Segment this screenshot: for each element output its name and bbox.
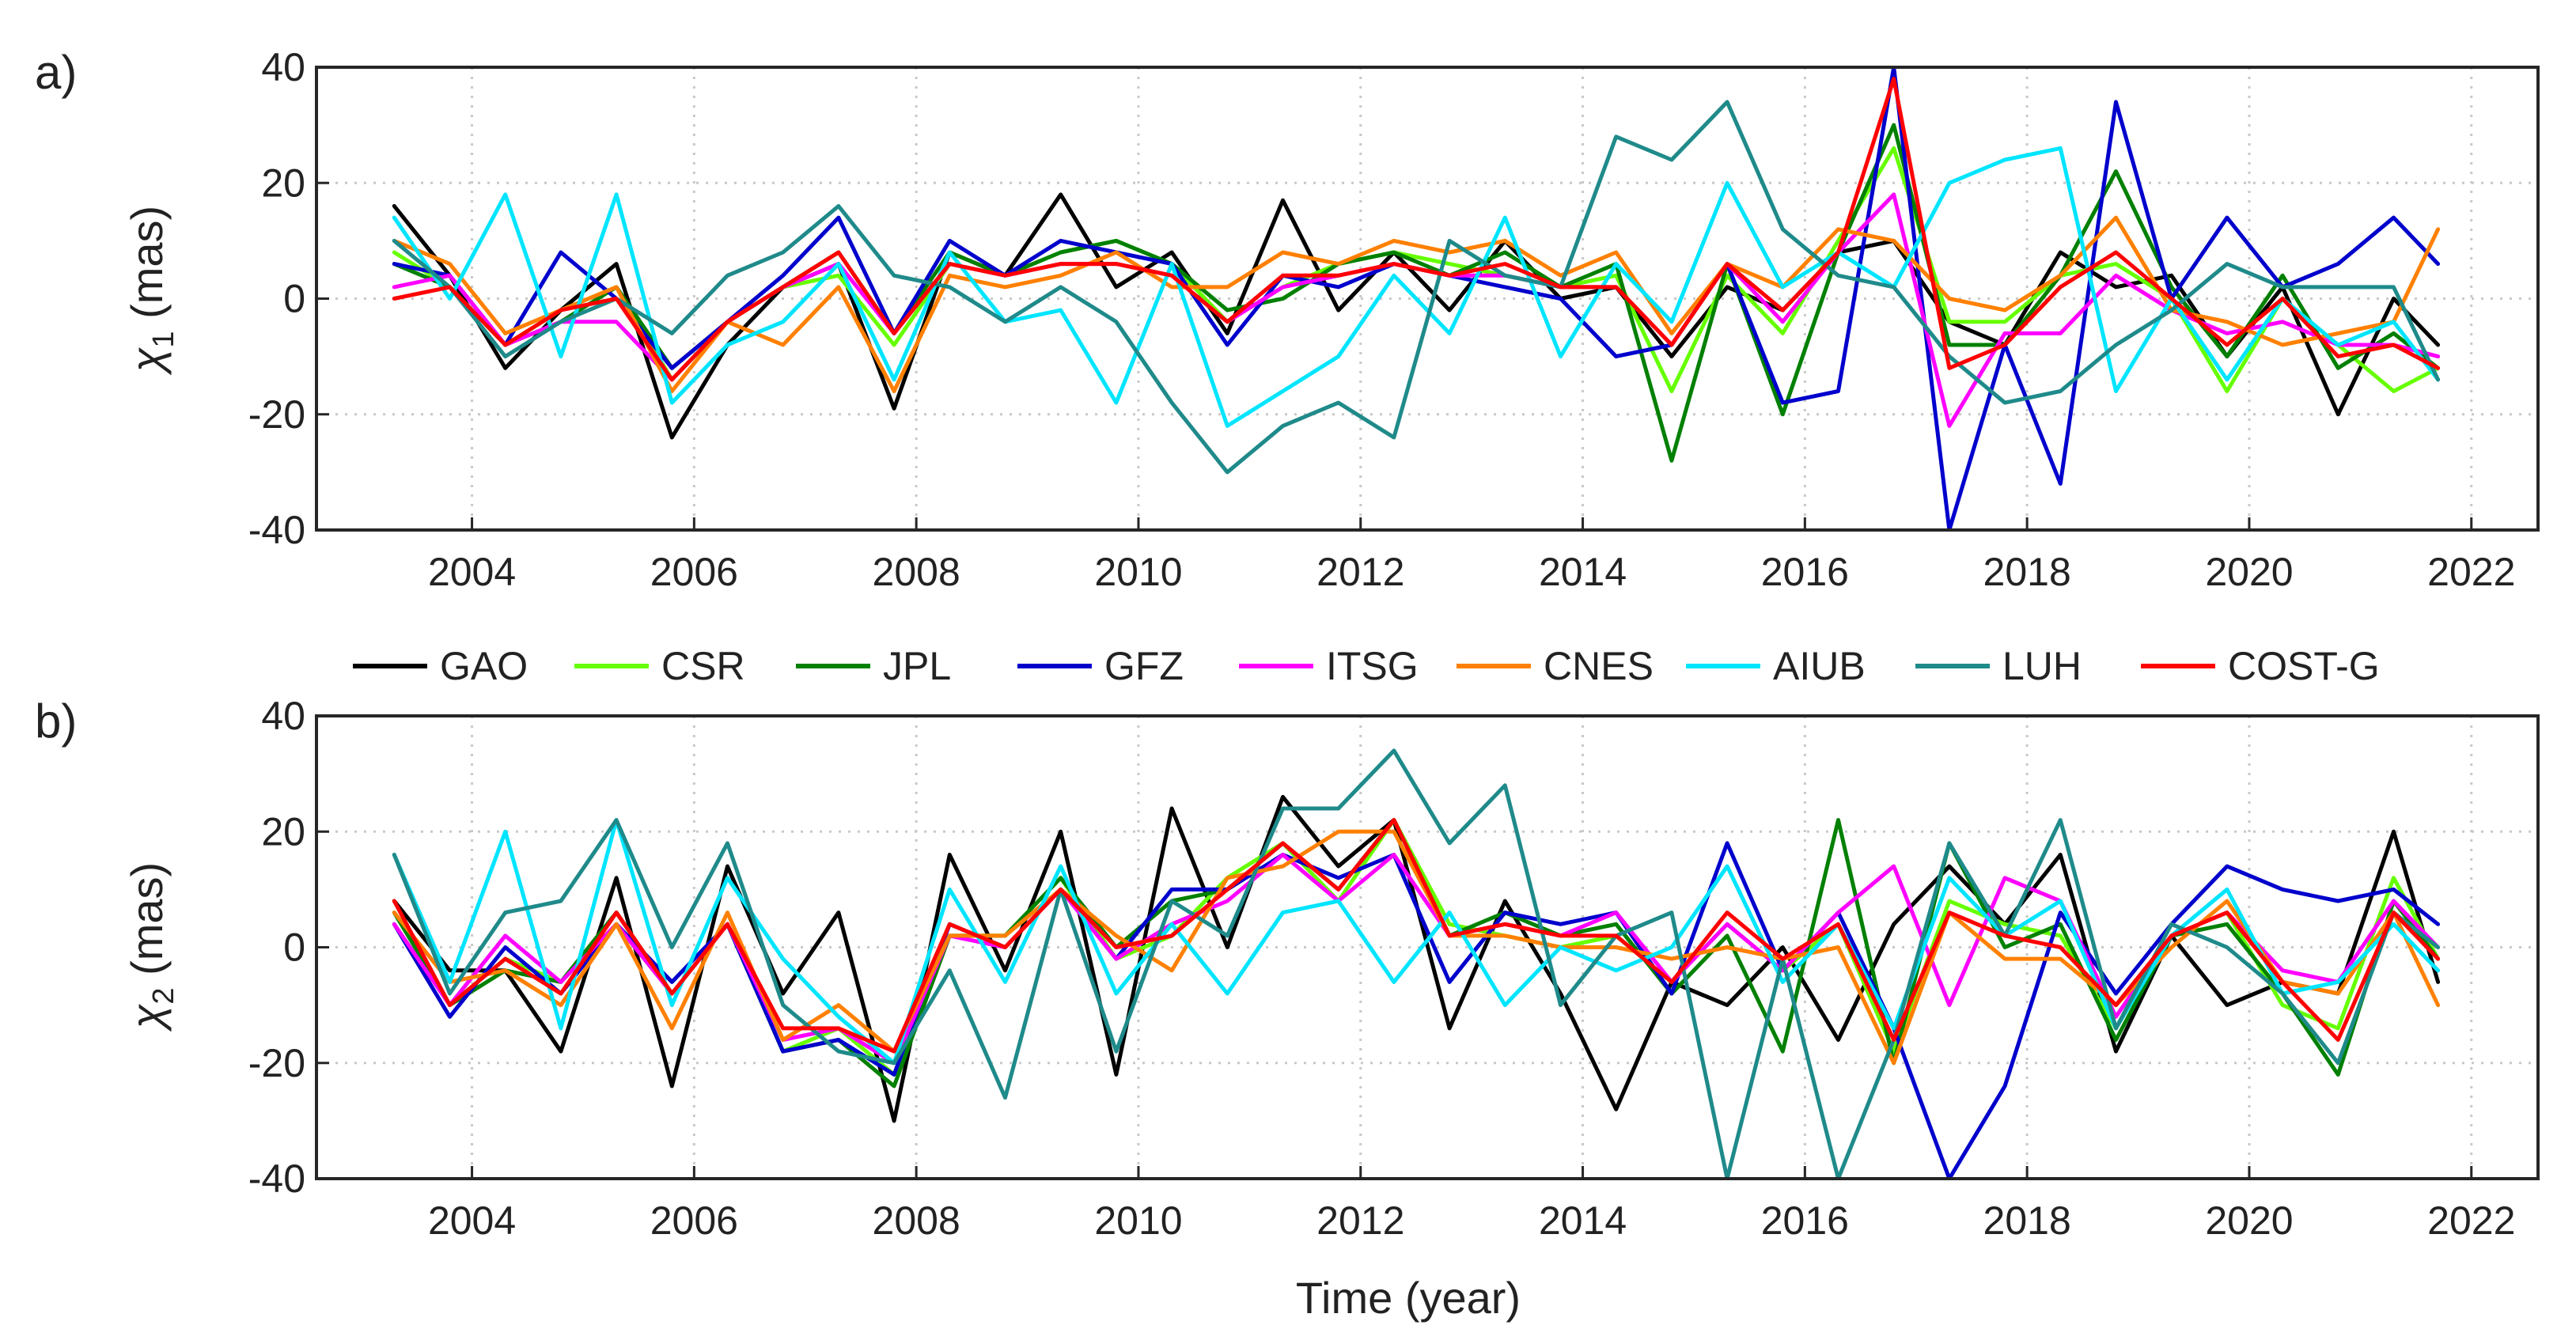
x-tick-label: 2004 xyxy=(428,550,516,594)
y-tick-label: -20 xyxy=(248,1041,305,1085)
y-tick-label: 0 xyxy=(283,277,305,321)
legend-label-gfz: GFZ xyxy=(1104,644,1184,688)
x-tick-label: 2016 xyxy=(1761,550,1849,594)
plot-area-chi1: 2004 2006 2008 2010 2012 2014 2016 2018 2020 2022… xyxy=(248,45,2540,594)
y-tick-label: 0 xyxy=(283,926,305,970)
legend-label-gao: GAO xyxy=(440,644,528,688)
panel-label-a: a) xyxy=(35,46,77,99)
x-tick-label: 2010 xyxy=(1094,550,1182,594)
x-tick-label: 2020 xyxy=(2205,1198,2293,1243)
x-axis-label: Time (year) xyxy=(1296,1273,1521,1323)
x-tick-label: 2006 xyxy=(650,1198,738,1243)
x-tick-label: 2020 xyxy=(2205,550,2293,594)
legend-label-jpl: JPL xyxy=(883,644,951,688)
x-tick-label: 2008 xyxy=(873,550,960,594)
legend-item-cost-g: COST-G xyxy=(2141,644,2380,688)
legend-label-aiub: AIUB xyxy=(1773,644,1866,688)
series-line-luh-chi1 xyxy=(392,100,2441,475)
legend-label-cnes: CNES xyxy=(1544,644,1654,688)
y-axis-label-chi1: χ1 (mas) xyxy=(122,206,180,376)
series-line-jpl-chi1 xyxy=(392,123,2441,463)
x-tick-label: 2008 xyxy=(873,1198,960,1243)
plot-area-chi2: 2004 2006 2008 2010 2012 2014 2016 2018 2020 2022… xyxy=(248,694,2540,1243)
legend: GAO CSR JPL GFZ ITSG CNES AIUB LUH COST-G xyxy=(353,644,2380,688)
panel-a-chi1: 2004 2006 2008 2010 2012 2014 2016 2018 2020 2022… xyxy=(122,45,2540,594)
legend-label-luh: LUH xyxy=(2002,644,2082,688)
panel-label-b: b) xyxy=(35,695,77,748)
series-group-chi1 xyxy=(392,67,2441,530)
x-tick-label: 2014 xyxy=(1539,1198,1627,1243)
x-tick-label: 2006 xyxy=(650,550,738,594)
y-axis-label-chi2-symbol: χ xyxy=(122,1003,172,1032)
legend-label-itsg: ITSG xyxy=(1326,644,1419,688)
series-line-cnes-chi1 xyxy=(392,215,2441,393)
y-tick-label: 20 xyxy=(261,161,305,205)
x-tick-label: 2018 xyxy=(1983,1198,2071,1243)
x-tick-label: 2012 xyxy=(1316,550,1404,594)
series-line-cost-g-chi1 xyxy=(392,77,2441,382)
y-tick-label: 40 xyxy=(261,45,305,89)
series-line-gao-chi1 xyxy=(392,192,2441,440)
legend-label-csr: CSR xyxy=(661,644,745,688)
x-tick-label: 2022 xyxy=(2427,1198,2515,1243)
legend-item-itsg: ITSG xyxy=(1239,644,1419,688)
y-tick-label: -40 xyxy=(248,1157,305,1201)
series-line-cost-g-chi2 xyxy=(392,818,2441,1054)
legend-item-gao: GAO xyxy=(353,644,528,688)
x-tick-label: 2004 xyxy=(428,1198,516,1243)
x-tick-label: 2012 xyxy=(1316,1198,1404,1243)
y-tick-label: -20 xyxy=(248,392,305,437)
y-tick-label: 40 xyxy=(261,694,305,738)
y-tick-label: -40 xyxy=(248,508,305,552)
x-tick-label: 2022 xyxy=(2427,550,2515,594)
x-tick-label: 2018 xyxy=(1983,550,2071,594)
panel-b-chi2: 2004 2006 2008 2010 2012 2014 2016 2018 2020 2022… xyxy=(122,694,2540,1243)
legend-item-aiub: AIUB xyxy=(1686,644,1866,688)
x-tick-label: 2014 xyxy=(1539,550,1627,594)
y-axis-label-chi2: χ2 (mas) xyxy=(122,862,180,1032)
legend-item-luh: LUH xyxy=(1915,644,2082,688)
y-axis-label-chi1-unit: (mas) xyxy=(122,206,172,331)
y-axis-label-chi2-unit: (mas) xyxy=(122,862,172,988)
y-axis-label-chi1-symbol: χ xyxy=(122,346,172,376)
x-tick-label: 2010 xyxy=(1094,1198,1182,1243)
y-axis-label-chi1-subscript: 1 xyxy=(147,331,180,347)
legend-label-cost-g: COST-G xyxy=(2228,644,2380,688)
legend-item-jpl: JPL xyxy=(796,644,951,688)
legend-item-cnes: CNES xyxy=(1457,644,1654,688)
series-line-aiub-chi2 xyxy=(392,818,2441,1066)
legend-item-gfz: GFZ xyxy=(1017,644,1184,688)
y-axis-label-chi2-subscript: 2 xyxy=(147,987,180,1004)
legend-item-csr: CSR xyxy=(574,644,745,688)
y-tick-label: 20 xyxy=(261,809,305,854)
x-tick-label: 2016 xyxy=(1761,1198,1849,1243)
series-group-chi2 xyxy=(392,748,2441,1179)
